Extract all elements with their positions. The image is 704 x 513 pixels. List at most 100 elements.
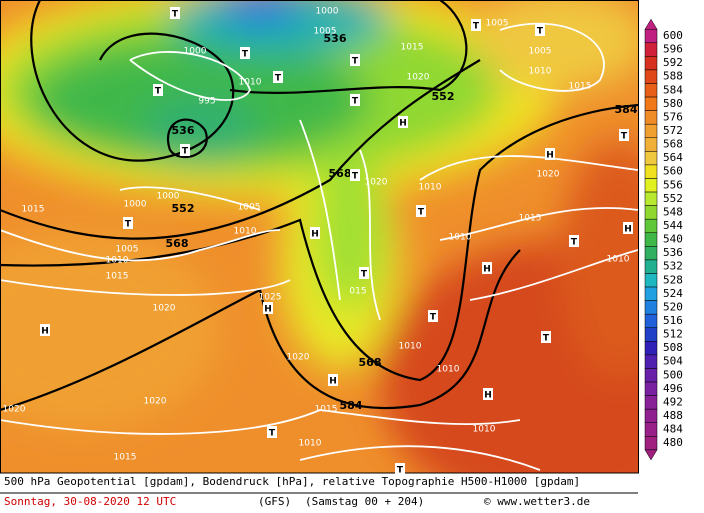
pressure-center-label: T — [275, 74, 282, 84]
pressure-center-label: T — [543, 334, 550, 344]
scale-label: 556 — [663, 178, 683, 191]
scale-label: 532 — [663, 260, 683, 273]
scale-swatch — [644, 110, 658, 125]
pressure-center-label: T — [352, 57, 359, 67]
contour-label: 1005 — [529, 47, 552, 57]
contour-label: 1010 — [239, 78, 262, 88]
pressure-center-box — [328, 374, 338, 386]
pressure-center-label: H — [311, 230, 319, 240]
pressure-center-label: T — [155, 87, 162, 97]
contour-label: 1015 — [114, 453, 137, 463]
contour-label: 1015 — [106, 272, 129, 282]
contour-label: 1005 — [238, 203, 261, 213]
contour-label: 536 — [172, 124, 195, 137]
contour-label: 1020 — [287, 353, 310, 363]
contour-label: 995 — [198, 97, 215, 107]
contour-label: 1020 — [365, 178, 388, 188]
scale-label: 564 — [663, 151, 683, 164]
scale-swatch — [644, 300, 658, 315]
pressure-center-label: H — [484, 391, 492, 401]
pressure-center-box — [359, 267, 369, 279]
contour-label: 568 — [359, 356, 382, 369]
scale-swatch — [644, 218, 658, 234]
scale-swatch — [644, 286, 658, 301]
scale-label: 496 — [663, 382, 683, 395]
scale-swatch — [644, 205, 658, 220]
scale-swatch — [644, 96, 658, 111]
pressure-center-label: T — [473, 22, 480, 32]
pressure-center-label: T — [571, 238, 578, 248]
contour-label: 1010 — [607, 255, 630, 265]
contour-label: 1010 — [399, 342, 422, 352]
scale-swatch — [644, 83, 658, 98]
contour-label: 1015 — [315, 405, 338, 415]
scale-label: 560 — [663, 165, 683, 178]
contour-label: 552 — [432, 90, 455, 103]
pressure-center-label: T — [352, 172, 359, 182]
pressure-center-box — [350, 54, 360, 66]
contour-label: 1020 — [407, 73, 430, 83]
pressure-center-label: T — [537, 27, 544, 37]
contour-label: 1010 — [299, 439, 322, 449]
pressure-center-label: T — [397, 466, 404, 476]
scale-label: 544 — [663, 219, 683, 232]
scale-swatch — [644, 422, 658, 437]
scale-label: 504 — [663, 355, 683, 368]
pressure-center-label: T — [172, 10, 179, 20]
pressure-center-box — [263, 302, 273, 314]
pressure-center-label: H — [399, 119, 407, 129]
contour-label: 015 — [349, 287, 366, 297]
scale-label: 600 — [663, 29, 683, 42]
contour-label: 1020 — [3, 405, 26, 415]
contour-label: 1010 — [449, 233, 472, 243]
contour-label: 1015 — [401, 43, 424, 53]
footer-date: Sonntag, 30-08-2020 12 UTC — [4, 495, 176, 508]
scale-label: 540 — [663, 233, 683, 246]
scale-swatch — [644, 313, 658, 329]
scale-swatch — [644, 28, 658, 44]
scale-label: 484 — [663, 423, 683, 436]
pressure-center-box — [240, 47, 250, 59]
contour-label: 1015 — [569, 82, 592, 92]
footer-description: 500 hPa Geopotential [gpdam], Bodendruck… — [4, 475, 580, 488]
contour-label: 568 — [166, 237, 189, 250]
contour-label: 552 — [172, 202, 195, 215]
scale-swatch — [644, 56, 658, 71]
pressure-center-box — [398, 116, 408, 128]
pressure-center-label: T — [361, 270, 368, 280]
pressure-center-box — [623, 222, 633, 234]
pressure-center-box — [273, 71, 283, 83]
contour-label: 1015 — [519, 214, 542, 224]
pressure-center-box — [535, 24, 545, 36]
pressure-center-box — [153, 84, 163, 96]
pressure-center-label: T — [269, 429, 276, 439]
scale-swatch — [644, 341, 658, 356]
scale-label: 516 — [663, 314, 683, 327]
scale-label: 480 — [663, 436, 683, 449]
scale-label: 592 — [663, 56, 683, 69]
scale-label: 572 — [663, 124, 683, 137]
contour-label: 1005 — [486, 19, 509, 29]
contour-label: 1010 — [419, 183, 442, 193]
contour-label: 1005 — [314, 27, 337, 37]
scale-label: 580 — [663, 97, 683, 110]
contour-label: 536 — [324, 32, 347, 45]
contour-label: 1000 — [124, 200, 147, 210]
scale-swatch — [644, 232, 658, 247]
scale-label: 492 — [663, 395, 683, 408]
pressure-center-box — [350, 169, 360, 181]
pressure-center-box — [180, 144, 190, 156]
pressure-center-box — [350, 94, 360, 106]
scale-arrow-bottom — [644, 449, 658, 461]
pressure-center-label: T — [621, 132, 628, 142]
contour-label: 1010 — [234, 227, 257, 237]
scale-swatch — [644, 395, 658, 410]
pressure-center-box — [416, 205, 426, 217]
pressure-center-box — [40, 324, 50, 336]
scale-swatch — [644, 381, 658, 396]
scale-swatch — [644, 368, 658, 383]
pressure-center-box — [619, 129, 629, 141]
pressure-center-label: T — [182, 147, 189, 157]
pressure-center-box — [483, 388, 493, 400]
